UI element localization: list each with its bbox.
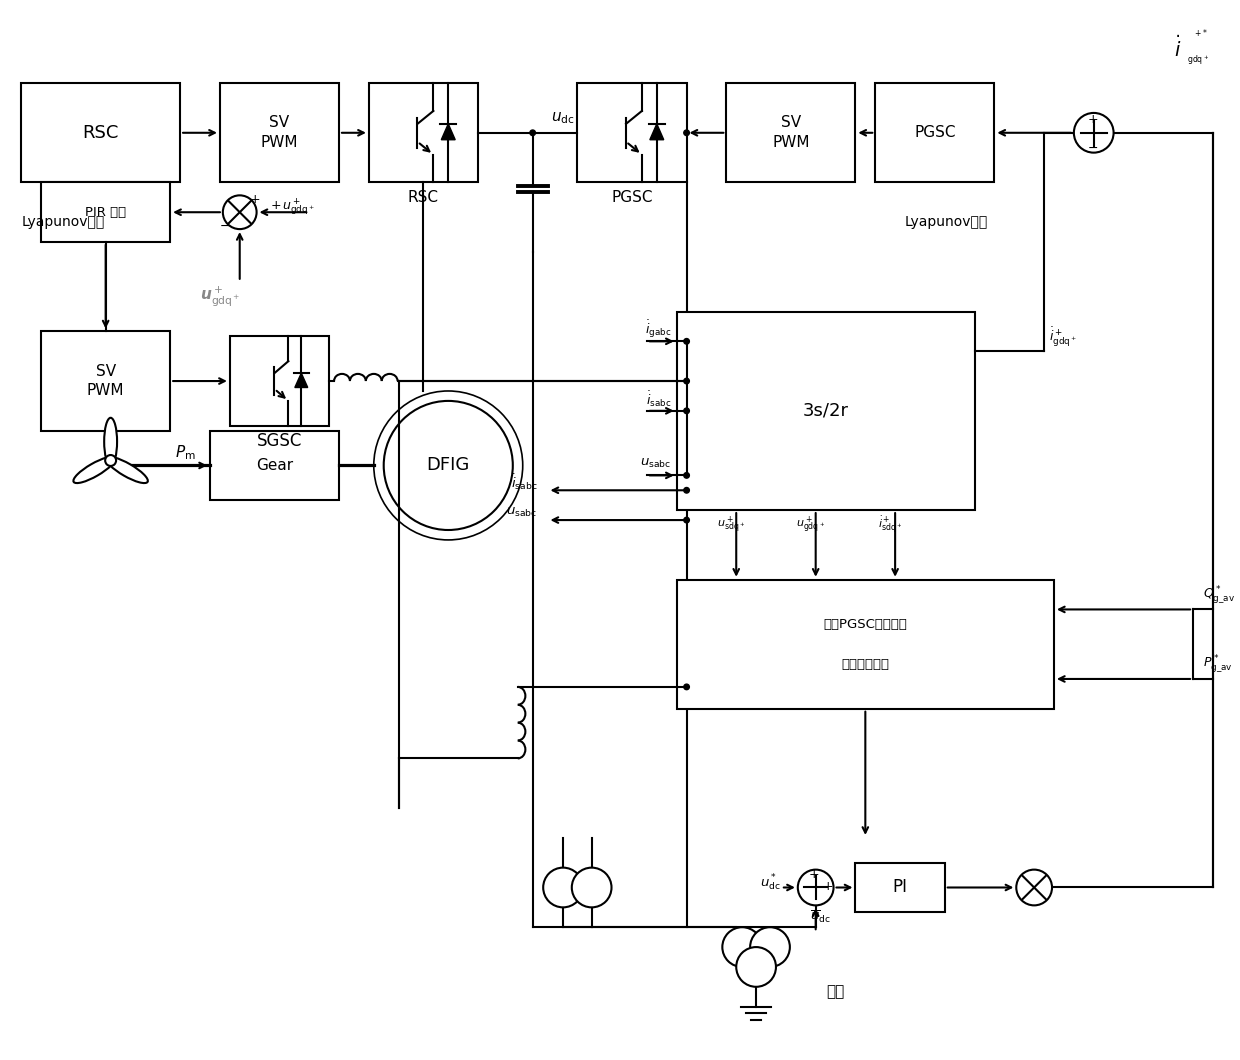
- Polygon shape: [650, 124, 663, 140]
- Text: $\dot{i}^+_{\rm sdq^+}$: $\dot{i}^+_{\rm sdq^+}$: [878, 514, 903, 535]
- Text: $u^+_{\rm sdq^+}$: $u^+_{\rm sdq^+}$: [717, 514, 745, 535]
- Circle shape: [683, 378, 689, 384]
- Text: SGSC: SGSC: [257, 431, 303, 449]
- Circle shape: [750, 928, 790, 967]
- Text: RSC: RSC: [83, 124, 119, 142]
- Circle shape: [529, 130, 536, 136]
- Bar: [219, 83, 339, 182]
- Text: PGSC: PGSC: [611, 190, 652, 205]
- Text: $\dot{i}_{\rm gabc}$: $\dot{i}_{\rm gabc}$: [645, 319, 672, 340]
- Bar: [856, 863, 945, 913]
- Text: PWM: PWM: [773, 136, 810, 151]
- Circle shape: [723, 928, 763, 967]
- Circle shape: [683, 488, 689, 493]
- Bar: [677, 580, 1054, 709]
- Circle shape: [373, 391, 523, 540]
- Circle shape: [683, 338, 689, 344]
- Bar: [578, 83, 687, 182]
- Bar: [875, 83, 994, 182]
- Text: $u_{\rm dc}$: $u_{\rm dc}$: [551, 110, 574, 126]
- Circle shape: [683, 408, 689, 413]
- Text: PWM: PWM: [87, 384, 124, 399]
- Text: $u^+_{\rm gdq^+}$: $u^+_{\rm gdq^+}$: [796, 514, 825, 535]
- Ellipse shape: [107, 457, 148, 483]
- Text: $\dot{i}_{\rm sabc}$: $\dot{i}_{\rm sabc}$: [646, 389, 672, 409]
- Circle shape: [683, 684, 689, 690]
- Text: 网侧: 网侧: [826, 985, 844, 1000]
- Circle shape: [797, 869, 833, 905]
- Text: $+$: $+$: [1087, 113, 1099, 126]
- Text: $P_{\rm m}$: $P_{\rm m}$: [175, 443, 196, 462]
- Circle shape: [223, 195, 257, 229]
- Circle shape: [543, 868, 583, 907]
- Text: $\dot{i}_{\rm sabc}$: $\dot{i}_{\rm sabc}$: [511, 473, 538, 492]
- Circle shape: [683, 130, 689, 136]
- Bar: [677, 312, 975, 510]
- Bar: [229, 336, 329, 426]
- Text: SV: SV: [781, 116, 801, 130]
- Text: $u^*_{\rm dc}$: $u^*_{\rm dc}$: [760, 872, 781, 893]
- Text: $\boldsymbol{u}^+_{\rm gdq^+}$: $\boldsymbol{u}^+_{\rm gdq^+}$: [200, 284, 241, 308]
- Text: $u_{\rm sabc}$: $u_{\rm sabc}$: [506, 506, 538, 518]
- Text: $+\, u^+_{\rm gdq^+}$: $+\, u^+_{\rm gdq^+}$: [269, 197, 315, 218]
- Circle shape: [1074, 113, 1114, 153]
- Text: DFIG: DFIG: [427, 457, 470, 475]
- Text: $-$: $-$: [219, 218, 231, 232]
- Text: $+$: $+$: [822, 880, 833, 893]
- Bar: [210, 430, 339, 500]
- Text: 3s/2r: 3s/2r: [802, 402, 848, 420]
- Text: SV: SV: [269, 116, 289, 130]
- Polygon shape: [295, 373, 308, 388]
- Text: PGSC: PGSC: [914, 125, 956, 140]
- Bar: [41, 332, 170, 430]
- Circle shape: [683, 473, 689, 478]
- Text: $-$: $-$: [1087, 141, 1099, 154]
- Circle shape: [683, 517, 689, 523]
- Text: PI: PI: [893, 879, 908, 897]
- Circle shape: [572, 868, 611, 907]
- Bar: [368, 83, 479, 182]
- Text: SV: SV: [95, 364, 115, 378]
- Circle shape: [737, 947, 776, 987]
- Text: RSC: RSC: [408, 190, 439, 205]
- Text: PWM: PWM: [260, 136, 298, 151]
- Bar: [727, 83, 856, 182]
- Text: $+$: $+$: [249, 193, 260, 206]
- Text: $^{+*}$: $^{+*}$: [1194, 29, 1208, 38]
- Text: $P^*_{\rm g\_av}$: $P^*_{\rm g\_av}$: [1203, 653, 1233, 675]
- Circle shape: [1017, 869, 1052, 905]
- Ellipse shape: [73, 457, 115, 483]
- Text: $Q^*_{\rm g\_av}$: $Q^*_{\rm g\_av}$: [1203, 584, 1235, 605]
- Bar: [21, 83, 180, 182]
- Text: $+$: $+$: [808, 868, 820, 881]
- Text: $\dot{i}$: $\dot{i}$: [1174, 36, 1182, 61]
- Text: 对于PGSC参考指令: 对于PGSC参考指令: [823, 618, 908, 631]
- Circle shape: [383, 401, 513, 530]
- Text: 电流值的计算: 电流值的计算: [841, 657, 889, 671]
- Text: $\overline{u}_{\rm dc}$: $\overline{u}_{\rm dc}$: [810, 909, 831, 925]
- Bar: [41, 182, 170, 242]
- Text: Gear: Gear: [255, 458, 293, 473]
- Ellipse shape: [104, 418, 117, 465]
- Text: PIR 控制: PIR 控制: [86, 206, 126, 218]
- Text: Lyapunov控制: Lyapunov控制: [21, 215, 104, 229]
- Text: $\dot{i}^+_{\rm gdq^+}$: $\dot{i}^+_{\rm gdq^+}$: [1049, 324, 1078, 348]
- Text: Lyapunov控制: Lyapunov控制: [905, 215, 988, 229]
- Text: $_{\rm gdq^+}$: $_{\rm gdq^+}$: [1187, 54, 1209, 69]
- Polygon shape: [441, 124, 455, 140]
- Circle shape: [105, 455, 117, 466]
- Text: $u_{\rm sabc}$: $u_{\rm sabc}$: [640, 457, 672, 470]
